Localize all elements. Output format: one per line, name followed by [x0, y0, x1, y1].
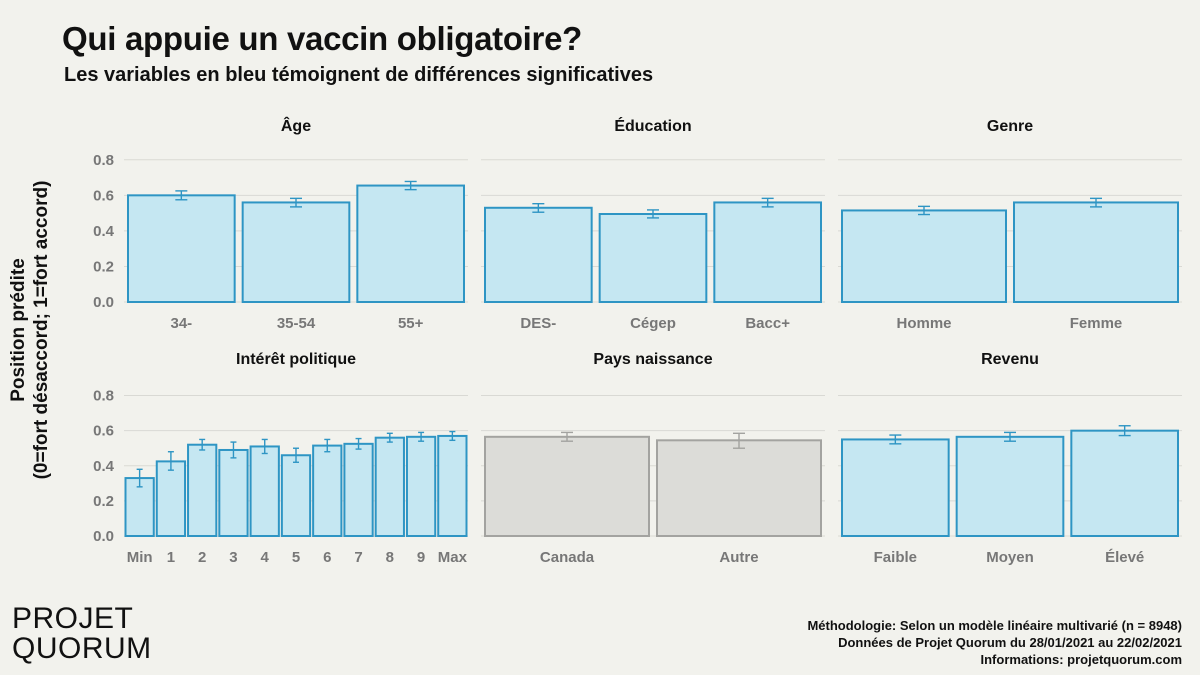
facet-title: Éducation	[614, 116, 691, 135]
bar	[374, 436, 405, 538]
y-tick-label: 0.8	[93, 388, 114, 405]
x-tick-label: Max	[438, 549, 468, 566]
bar	[187, 443, 218, 538]
logo-line1: PROJET	[12, 602, 134, 635]
x-tick-label: 9	[417, 549, 425, 566]
bar	[155, 460, 187, 537]
bar	[713, 201, 822, 303]
bar	[280, 454, 312, 537]
x-tick-label: Canada	[540, 549, 595, 566]
facet-panel-1: Éducation DES- Cégep Bacc+	[481, 116, 825, 332]
bar	[241, 201, 351, 303]
facet-panel-4: Pays naissance Canada Autre	[481, 351, 825, 566]
note-information: Informations: projetquorum.com	[980, 652, 1183, 667]
y-tick-label: 0.2	[93, 493, 114, 510]
y-tick-label: 0.0	[93, 528, 114, 545]
bar	[484, 435, 650, 537]
y-tick-label: 0.4	[93, 223, 115, 240]
bar	[218, 448, 249, 538]
x-tick-label: 1	[167, 549, 175, 566]
x-tick-label: Min	[127, 549, 153, 566]
x-tick-label: Moyen	[986, 549, 1034, 566]
y-tick-label: 0.6	[93, 187, 114, 204]
x-tick-label: 34-	[170, 315, 192, 332]
x-tick-label: Homme	[896, 315, 951, 332]
bar	[312, 444, 343, 538]
note-methodology: Méthodologie: Selon un modèle linéaire m…	[807, 618, 1182, 633]
bar	[127, 194, 236, 303]
facet-title: Genre	[987, 118, 1033, 135]
x-tick-label: Femme	[1070, 315, 1123, 332]
facet-panel-2: Genre Homme Femme	[838, 118, 1182, 332]
bar	[484, 206, 593, 303]
x-tick-label: Élevé	[1105, 549, 1144, 566]
bar	[1013, 201, 1179, 303]
y-tick-label: 0.8	[93, 152, 114, 169]
bar	[437, 434, 468, 537]
facet-panel-0: Âge 0.0 0.2 0.4 0.6 0.8 34- 35-54 55+	[93, 116, 468, 332]
facet-panel-3: Intérêt politique 0.0 0.2 0.4 0.6 0.8 Min 1 2 3 4 5…	[93, 351, 468, 566]
methodology-notes: Méthodologie: Selon un modèle linéaire m…	[807, 617, 1182, 668]
facet-title: Revenu	[981, 351, 1039, 368]
x-tick-label: 35-54	[277, 315, 316, 332]
bar	[656, 439, 822, 538]
x-tick-label: 6	[323, 549, 331, 566]
x-tick-label: 55+	[398, 315, 424, 332]
x-tick-label: 3	[229, 549, 237, 566]
x-tick-label: 7	[354, 549, 362, 566]
bar	[841, 438, 950, 538]
chart-title: Qui appuie un vaccin obligatoire?	[62, 20, 583, 57]
x-tick-label: 5	[292, 549, 300, 566]
bar	[249, 445, 280, 538]
y-tick-label: 0.2	[93, 258, 114, 275]
bar	[598, 213, 708, 303]
x-tick-label: Faible	[874, 549, 917, 566]
chart-subtitle: Les variables en bleu témoignent de diff…	[64, 64, 654, 86]
x-tick-label: Autre	[719, 549, 758, 566]
x-tick-label: DES-	[520, 315, 556, 332]
bar	[124, 477, 155, 538]
bar	[1070, 429, 1180, 537]
y-tick-label: 0.6	[93, 423, 114, 440]
bar	[955, 435, 1065, 537]
x-tick-label: Bacc+	[745, 315, 790, 332]
logo-line2: QUORUM	[12, 632, 152, 665]
bar	[343, 442, 374, 538]
projet-quorum-logo: PROJET QUORUM	[12, 604, 152, 664]
y-tick-label: 0.4	[93, 458, 115, 475]
x-tick-label: 8	[386, 549, 394, 566]
facet-panel-5: Revenu Faible Moyen Élevé	[838, 351, 1182, 566]
x-tick-label: Cégep	[630, 315, 676, 332]
facet-title: Âge	[281, 116, 311, 135]
bar	[356, 184, 466, 303]
bar	[841, 209, 1007, 303]
x-tick-label: 2	[198, 549, 206, 566]
x-tick-label: 4	[261, 549, 270, 566]
facet-title: Intérêt politique	[236, 351, 356, 368]
bar	[405, 435, 437, 537]
y-tick-label: 0.0	[93, 294, 114, 311]
facet-title: Pays naissance	[593, 351, 712, 368]
note-data-source: Données de Projet Quorum du 28/01/2021 a…	[838, 635, 1182, 650]
